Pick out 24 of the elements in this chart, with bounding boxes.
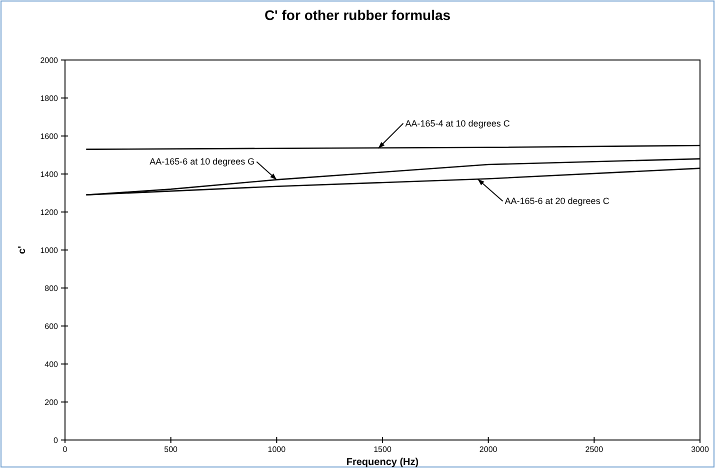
annotation: AA-165-4 at 10 degrees C (405, 118, 510, 128)
y-tick-label: 1400 (40, 170, 59, 179)
x-tick-label: 1000 (268, 445, 286, 454)
y-tick-label: 600 (44, 322, 59, 331)
y-tick-label: 1600 (40, 132, 59, 141)
annotation: AA-165-6 at 20 degrees C (504, 196, 610, 206)
y-tick-label: 1800 (40, 94, 59, 103)
x-tick-label: 3000 (691, 445, 710, 454)
y-tick-label: 200 (44, 398, 59, 407)
x-tick-label: 0 (62, 445, 68, 454)
y-tick-label: 0 (54, 436, 59, 445)
y-tick-label: 400 (44, 360, 59, 369)
y-tick-label: 800 (44, 284, 59, 293)
x-tick-label: 2500 (585, 445, 604, 454)
x-axis-title: Frequency (Hz) (346, 457, 419, 468)
y-axis-title: c' (17, 246, 28, 254)
y-tick-label: 2000 (40, 56, 59, 65)
x-tick-label: 1500 (374, 445, 392, 454)
annotation: AA-165-6 at 10 degrees G (150, 156, 255, 167)
x-tick-label: 2000 (479, 445, 498, 454)
y-tick-label: 1000 (40, 246, 59, 255)
y-tick-label: 1200 (40, 208, 59, 217)
chart-title: C' for other rubber formulas (264, 7, 451, 23)
x-tick-label: 500 (164, 445, 178, 454)
